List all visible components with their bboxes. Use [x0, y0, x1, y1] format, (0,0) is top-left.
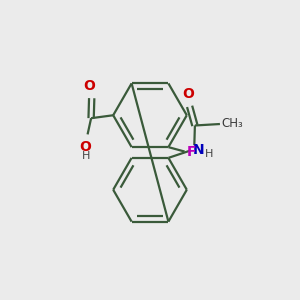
- Text: CH₃: CH₃: [221, 117, 243, 130]
- Text: H: H: [82, 151, 90, 160]
- Text: O: O: [182, 87, 194, 101]
- Text: O: O: [83, 80, 95, 94]
- Text: O: O: [79, 140, 91, 154]
- Text: H: H: [205, 149, 213, 159]
- Text: F: F: [186, 145, 196, 159]
- Text: N: N: [193, 142, 205, 157]
